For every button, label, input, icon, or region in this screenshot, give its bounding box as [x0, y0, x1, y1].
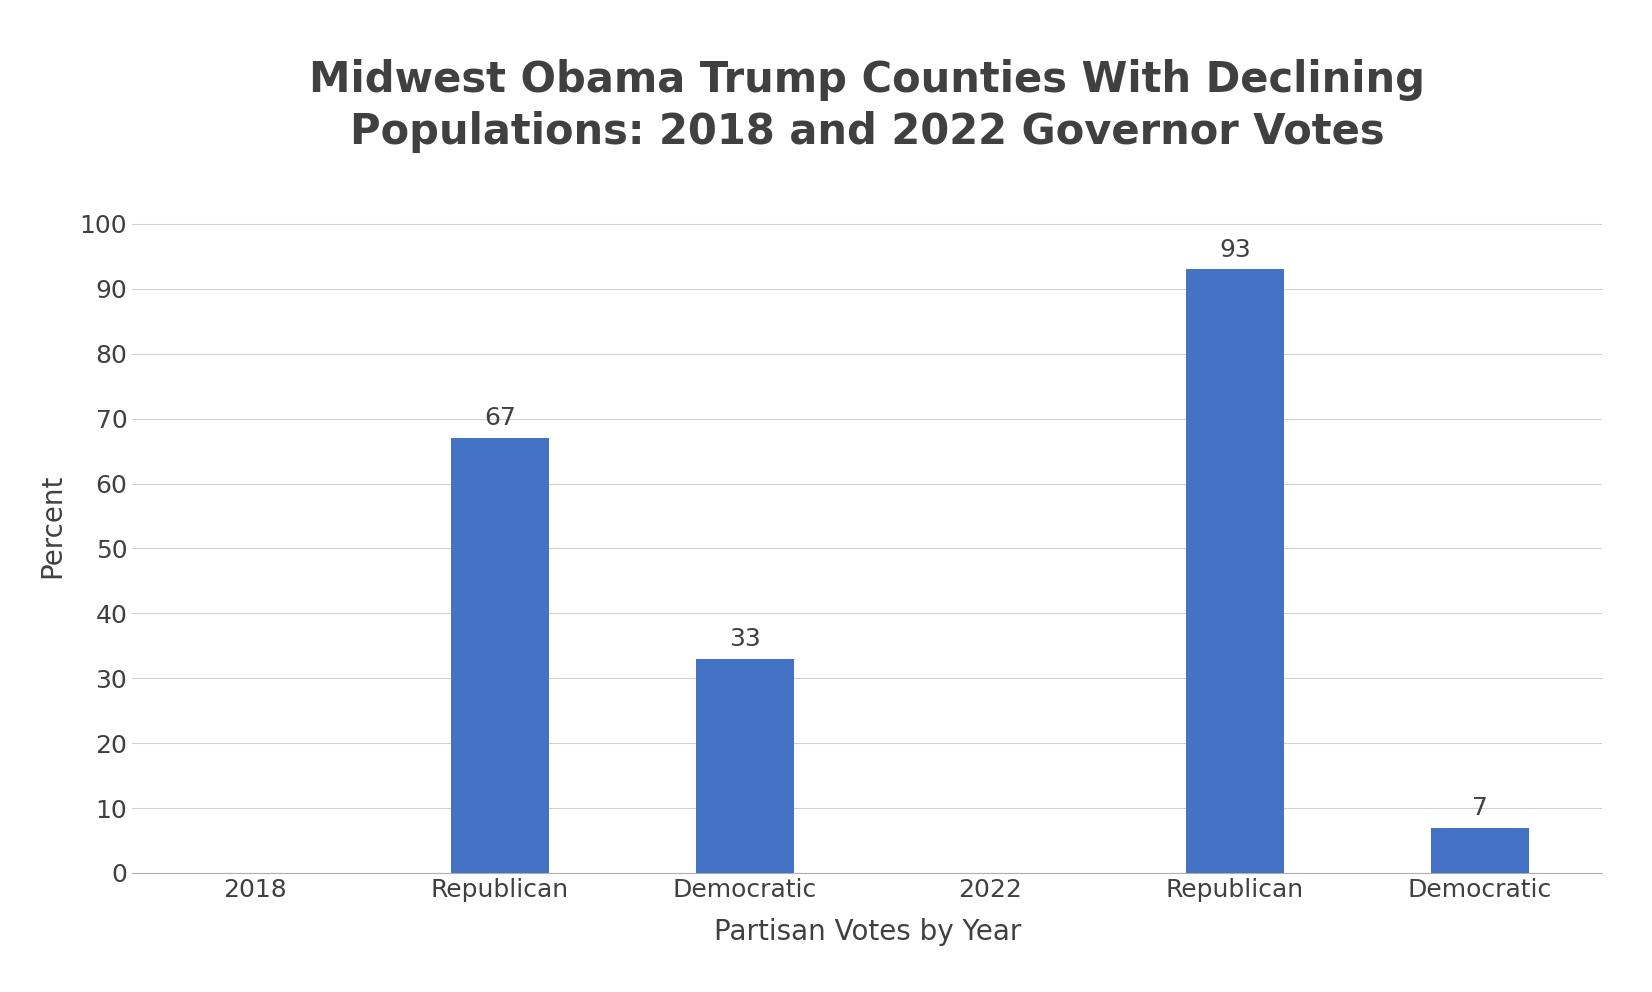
Bar: [1431, 827, 1530, 873]
Y-axis label: Percent: Percent: [38, 473, 66, 578]
Text: 93: 93: [1219, 238, 1251, 262]
X-axis label: Partisan Votes by Year: Partisan Votes by Year: [714, 919, 1021, 946]
Bar: [451, 438, 548, 873]
Text: 67: 67: [484, 407, 515, 431]
Title: Midwest Obama Trump Counties With Declining
Populations: 2018 and 2022 Governor : Midwest Obama Trump Counties With Declin…: [309, 59, 1426, 153]
Text: 33: 33: [729, 627, 760, 651]
Bar: [695, 659, 795, 873]
Text: 7: 7: [1472, 796, 1488, 819]
Bar: [1186, 270, 1284, 873]
